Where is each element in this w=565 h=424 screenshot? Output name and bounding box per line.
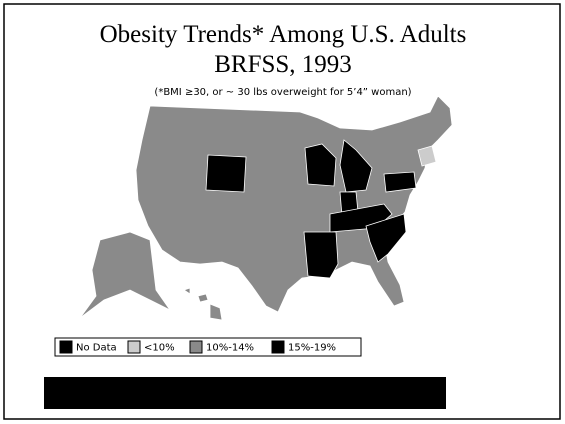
- map: [79, 95, 453, 321]
- state: [383, 171, 417, 193]
- legend-swatch: [127, 340, 141, 354]
- legend-swatch: [59, 340, 73, 354]
- alaska: [79, 231, 171, 319]
- state: [417, 145, 437, 167]
- state: [303, 231, 339, 279]
- hawaii: [183, 287, 191, 295]
- state: [304, 143, 337, 187]
- black-bar: [44, 377, 446, 409]
- state: [365, 213, 407, 263]
- state: [205, 154, 247, 193]
- title-line: Obesity Trends* Among U.S. Adults: [100, 21, 467, 48]
- legend-label: 10%-14%: [206, 343, 254, 354]
- title-line: BRFSS, 1993: [214, 51, 352, 78]
- hawaii: [197, 293, 209, 303]
- state: [339, 139, 373, 193]
- legend-label: <10%: [144, 343, 175, 354]
- legend: No Data <10% 10%-14% 15%-19%: [59, 340, 336, 354]
- subtitle: (*BMI ≥30, or ~ 30 lbs overweight for 5’…: [154, 87, 411, 98]
- legend-swatch: [189, 340, 203, 354]
- legend-label: 15%-19%: [288, 343, 336, 354]
- legend-swatch: [271, 340, 285, 354]
- legend-label: No Data: [76, 343, 117, 354]
- us-mainland: [135, 95, 453, 313]
- hawaii: [209, 303, 223, 321]
